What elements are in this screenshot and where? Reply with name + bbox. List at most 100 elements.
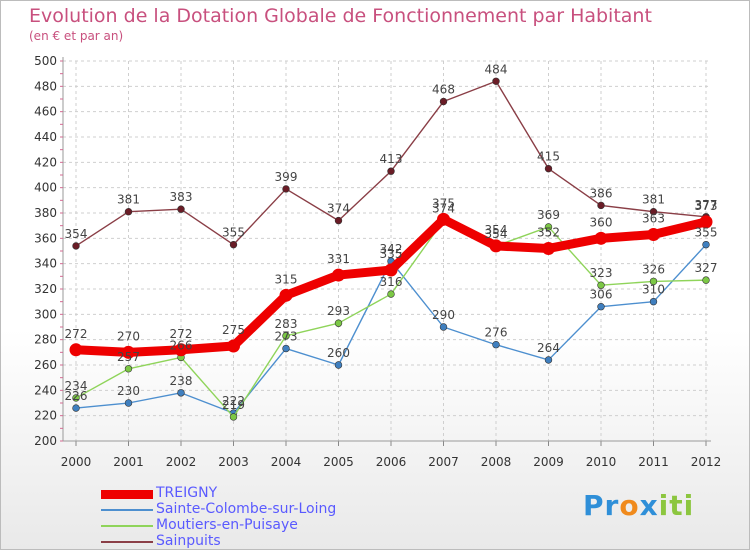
y-tick-label: 240 (34, 383, 57, 397)
data-label-sainpuits: 355 (222, 226, 245, 240)
data-point-moutiers-en-puisaye (649, 277, 658, 286)
data-point-moutiers-en-puisaye (124, 365, 133, 373)
data-point-sainte-colombe-sur-loing (72, 404, 80, 412)
data-point-treigny (384, 263, 398, 277)
legend-label: Sainte-Colombe-sur-Loing (156, 501, 337, 517)
legend-label: Sainpuits (156, 533, 221, 549)
data-point-sainpuits (597, 201, 605, 210)
data-label-sainte-colombe-sur-loing: 238 (170, 374, 193, 388)
data-point-sainpuits (439, 97, 448, 106)
data-label-treigny: 373 (695, 199, 718, 213)
data-point-moutiers-en-puisaye (544, 223, 553, 231)
data-label-sainpuits: 468 (432, 83, 455, 97)
data-label-sainpuits: 386 (590, 186, 613, 200)
data-point-treigny (542, 241, 555, 255)
data-point-treigny (699, 215, 713, 229)
data-point-treigny (174, 343, 188, 357)
legend-label: Moutiers-en-Puisaye (156, 517, 298, 533)
legend-item-sainpuits: Sainpuits (101, 533, 521, 550)
data-point-treigny (227, 339, 240, 353)
legend-item-sainte-colombe-sur-loing: Sainte-Colombe-sur-Loing (101, 501, 521, 518)
x-tick-label: 2006 (376, 455, 407, 469)
data-point-sainpuits (72, 242, 80, 250)
data-label-treigny: 315 (275, 272, 298, 286)
data-label-sainte-colombe-sur-loing: 260 (327, 346, 350, 360)
data-point-sainpuits (229, 240, 238, 249)
data-label-sainpuits: 415 (537, 150, 560, 164)
brand-logo: Proxiti (583, 489, 695, 522)
y-tick-label: 440 (34, 130, 57, 144)
y-tick-label: 500 (34, 54, 57, 68)
data-label-treigny: 275 (222, 323, 245, 337)
data-label-sainte-colombe-sur-loing: 226 (65, 389, 88, 403)
data-label-sainte-colombe-sur-loing: 355 (695, 226, 718, 240)
data-point-sainpuits (387, 167, 395, 175)
data-point-sainte-colombe-sur-loing (334, 361, 343, 369)
grid-layer (63, 60, 711, 442)
data-label-moutiers-en-puisaye: 234 (65, 379, 88, 393)
data-point-treigny (122, 345, 135, 359)
data-label-moutiers-en-puisaye: 293 (327, 304, 350, 318)
data-label-treigny: 272 (170, 327, 193, 341)
data-label-sainte-colombe-sur-loing: 342 (380, 242, 403, 256)
legend-label: TREIGNY (156, 485, 218, 501)
data-point-moutiers-en-puisaye (702, 276, 710, 284)
data-label-sainpuits: 381 (117, 193, 140, 207)
y-tick-label: 360 (34, 231, 57, 245)
data-label-moutiers-en-puisaye: 327 (695, 261, 718, 275)
data-point-sainte-colombe-sur-loing (597, 303, 605, 311)
data-label-sainte-colombe-sur-loing: 264 (537, 341, 560, 355)
data-label-sainte-colombe-sur-loing: 222 (222, 394, 245, 408)
data-point-treigny (69, 343, 83, 357)
data-label-treigny: 360 (590, 215, 613, 229)
data-label-moutiers-en-puisaye: 266 (170, 338, 193, 352)
legend-item-moutiers-en-puisaye: Moutiers-en-Puisaye (101, 517, 521, 534)
data-label-moutiers-en-puisaye: 326 (642, 262, 665, 276)
legend-swatch (101, 534, 153, 550)
data-point-treigny (489, 239, 503, 253)
data-point-treigny (332, 268, 345, 282)
data-label-treigny: 363 (642, 212, 665, 226)
data-point-treigny (647, 228, 660, 242)
data-point-sainpuits (492, 77, 500, 85)
data-label-sainpuits: 377 (695, 198, 718, 212)
data-label-treigny: 375 (432, 196, 455, 210)
data-label-sainte-colombe-sur-loing: 306 (590, 288, 613, 302)
x-tick-label: 2010 (586, 455, 617, 469)
chart-subtitle: (en € et par an) (29, 29, 124, 43)
data-point-treigny (279, 288, 293, 302)
legend-line (101, 489, 153, 499)
data-point-sainpuits (649, 208, 658, 216)
x-tick-label: 2003 (218, 455, 249, 469)
data-point-sainte-colombe-sur-loing (177, 389, 185, 397)
data-point-treigny (437, 212, 450, 226)
data-label-sainpuits: 381 (642, 193, 665, 207)
y-tick-label: 400 (34, 181, 57, 195)
data-label-sainte-colombe-sur-loing: 273 (275, 330, 298, 344)
data-label-moutiers-en-puisaye: 323 (590, 266, 613, 280)
data-point-treigny (594, 231, 608, 245)
data-label-moutiers-en-puisaye: 354 (485, 227, 508, 241)
data-point-sainpuits (124, 208, 133, 216)
data-point-moutiers-en-puisaye (387, 290, 395, 298)
axes-layer: 200 220 240 260 280 300 320 340 360 380 400 420 440 4… (34, 54, 721, 469)
data-point-sainpuits (334, 216, 343, 225)
data-point-moutiers-en-puisaye (282, 332, 290, 340)
data-point-sainpuits (282, 185, 290, 193)
data-point-sainte-colombe-sur-loing (702, 240, 710, 249)
data-label-sainte-colombe-sur-loing: 230 (117, 384, 140, 398)
data-label-sainpuits: 374 (327, 202, 350, 216)
x-tick-label: 2011 (638, 455, 669, 469)
data-point-sainte-colombe-sur-loing (439, 323, 448, 331)
data-label-sainpuits: 413 (380, 152, 403, 166)
data-labels-layer: 272 270 272 275 315 331 335 375 354 352 360 363 373 2… (65, 62, 718, 412)
x-tick-label: 2001 (113, 455, 144, 469)
y-tick-label: 320 (34, 282, 57, 296)
data-label-treigny: 335 (380, 247, 403, 261)
data-label-sainpuits: 383 (170, 190, 193, 204)
y-tick-label: 340 (34, 257, 57, 271)
x-tick-label: 2007 (428, 455, 459, 469)
x-tick-label: 2012 (691, 455, 722, 469)
